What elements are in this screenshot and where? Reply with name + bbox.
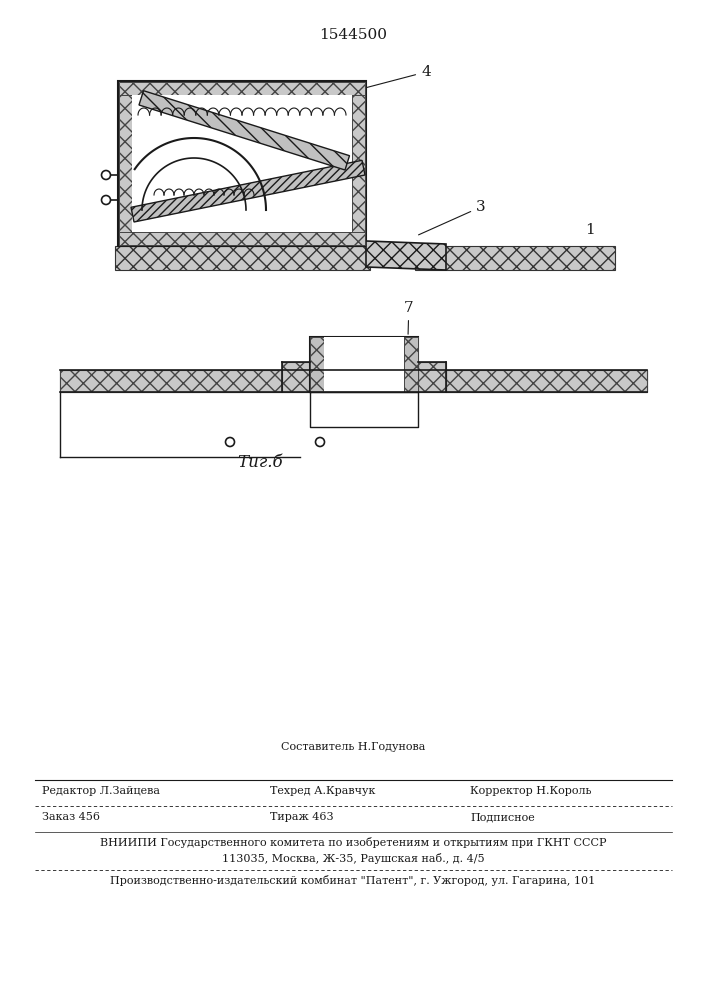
Text: ВНИИПИ Государственного комитета по изобретениям и открытиям при ГКНТ СССР: ВНИИПИ Государственного комитета по изоб… bbox=[100, 837, 606, 848]
Text: 3: 3 bbox=[419, 200, 486, 235]
Text: Заказ 456: Заказ 456 bbox=[42, 812, 100, 822]
Bar bbox=[60, 370, 647, 392]
Bar bbox=[118, 81, 366, 246]
Bar bbox=[310, 337, 418, 392]
Bar bbox=[119, 82, 365, 95]
Text: Техред А.Кравчук: Техред А.Кравчук bbox=[270, 786, 375, 796]
Text: 1544500: 1544500 bbox=[319, 28, 387, 42]
Bar bbox=[324, 337, 404, 392]
Bar bbox=[310, 337, 324, 392]
Text: 1: 1 bbox=[585, 223, 595, 237]
Bar bbox=[404, 337, 418, 392]
Bar bbox=[115, 246, 370, 270]
Bar bbox=[60, 370, 282, 392]
Bar bbox=[282, 362, 310, 392]
Text: Корректор Н.Король: Корректор Н.Король bbox=[470, 786, 592, 796]
Text: 7: 7 bbox=[404, 301, 414, 334]
Polygon shape bbox=[131, 160, 365, 222]
Bar bbox=[132, 95, 352, 232]
Polygon shape bbox=[139, 91, 349, 170]
Text: Производственно-издательский комбинат "Патент", г. Ужгород, ул. Гагарина, 101: Производственно-издательский комбинат "П… bbox=[110, 875, 595, 886]
Bar bbox=[418, 362, 446, 392]
Bar bbox=[119, 232, 365, 245]
Text: Тираж 463: Тираж 463 bbox=[270, 812, 334, 822]
Text: Редактор Л.Зайцева: Редактор Л.Зайцева bbox=[42, 786, 160, 796]
Text: 113035, Москва, Ж-35, Раушская наб., д. 4/5: 113035, Москва, Ж-35, Раушская наб., д. … bbox=[222, 853, 484, 864]
Text: Подписное: Подписное bbox=[470, 812, 534, 822]
Bar bbox=[415, 246, 615, 270]
Bar bbox=[352, 95, 365, 232]
Polygon shape bbox=[366, 241, 446, 270]
Bar bbox=[446, 370, 647, 392]
Bar bbox=[119, 95, 132, 232]
Text: Составитель Н.Годунова: Составитель Н.Годунова bbox=[281, 742, 425, 752]
Text: Τиг.б: Τиг.б bbox=[237, 454, 283, 471]
Text: 4: 4 bbox=[363, 65, 431, 88]
